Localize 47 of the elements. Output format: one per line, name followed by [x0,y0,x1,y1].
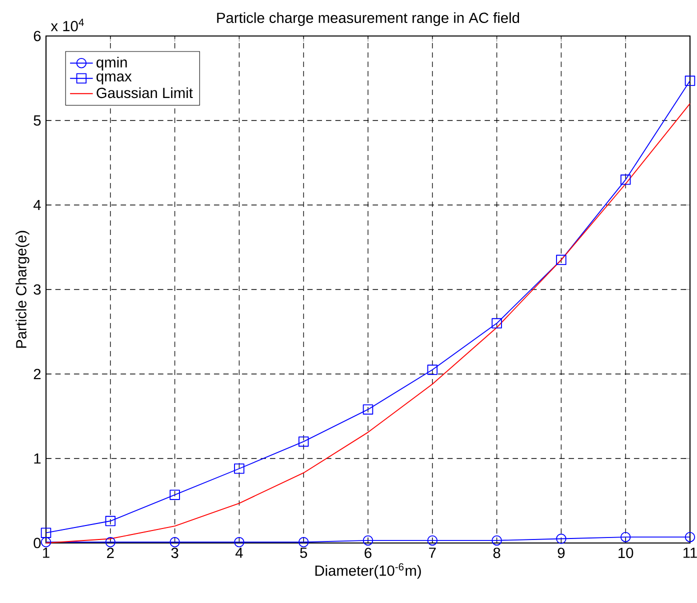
y-tick-label: 4 [33,200,41,210]
point [492,535,502,546]
point [556,254,566,266]
text: x 10$^{4}$ [50,18,84,32]
point [620,532,631,542]
legend-label: Gaussian Limit [96,87,193,98]
point [40,537,52,548]
x-tick-label: 10 [618,548,634,558]
x-tick-label: 2 [107,548,114,558]
point [427,364,438,375]
point [170,490,180,500]
point [362,404,374,415]
point [556,534,566,544]
y-tick-label: 1 [34,453,41,464]
point [362,535,374,546]
point [620,174,631,185]
y-axis-title: Particle Charge(e) [16,230,30,348]
x-tick-label: 1 [43,548,50,558]
point [684,76,696,86]
x-tick-label: 3 [171,548,178,558]
point [234,463,244,474]
point [298,537,309,548]
x-tick-label: 6 [364,548,372,558]
point [298,436,309,447]
point [105,537,116,548]
y-tick-label: 6 [34,30,41,42]
y-tick-label: 0 [34,538,41,548]
chart-title: Particle charge measurement range in AC field [217,12,520,26]
point [427,535,438,546]
x-axis-title: Diameter(10$^{-6}$m) [315,563,421,579]
x-tick-label: 7 [429,548,436,558]
y-tick-label: 3 [34,284,41,295]
point [492,318,502,328]
point [684,532,696,542]
legend-label: qmax [96,73,132,84]
point [105,516,116,526]
point [40,528,52,538]
point [234,537,244,548]
y-tick-label: 5 [34,115,41,126]
x-tick-label: 9 [558,548,565,558]
legend-label: qmin [96,56,127,70]
point [170,537,180,548]
x-tick-label: 11 [683,548,697,558]
x-tick-label: 4 [235,548,243,558]
x-tick-label: 8 [493,548,500,558]
y-tick-label: 2 [34,368,41,380]
x-tick-label: 5 [300,548,308,558]
